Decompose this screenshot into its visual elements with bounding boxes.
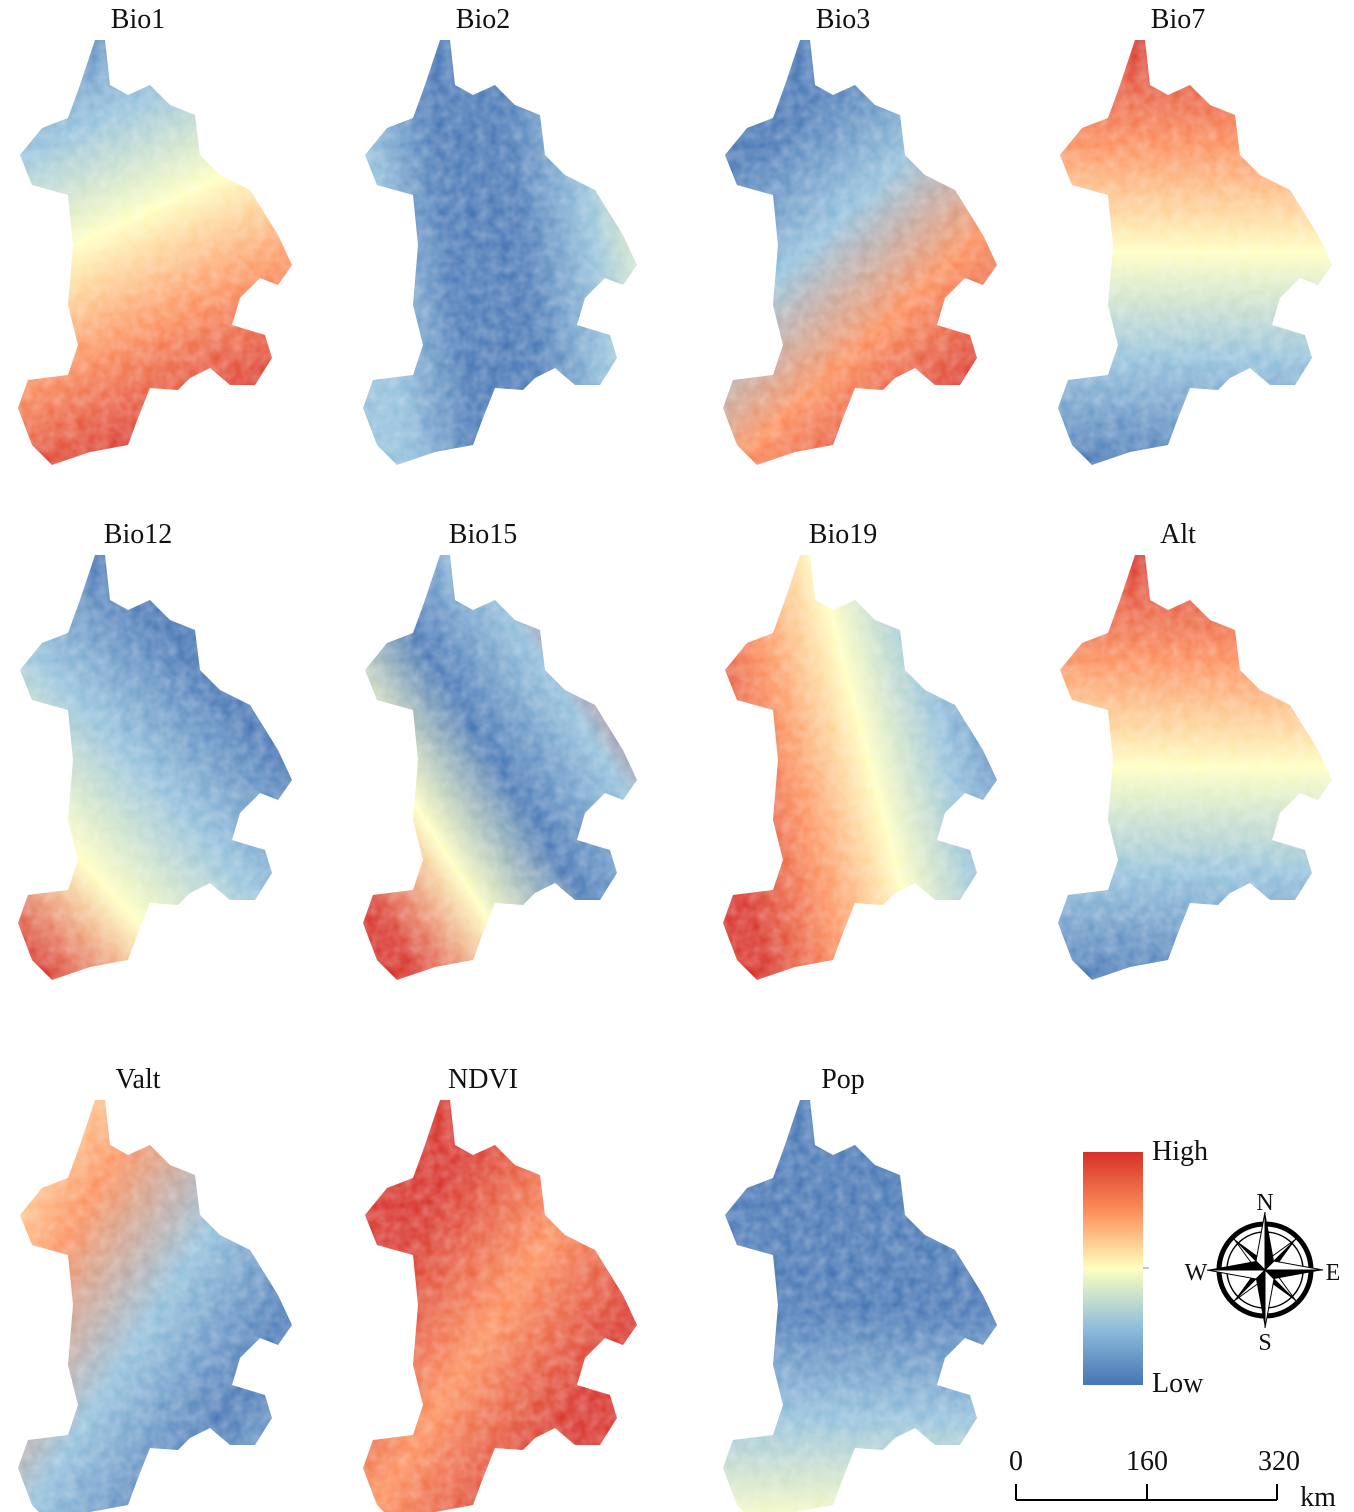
compass-s: S bbox=[1258, 1330, 1271, 1356]
panel-title: Pop bbox=[821, 1064, 865, 1095]
scale-label: 0 bbox=[1009, 1446, 1023, 1477]
legend-high: High bbox=[1152, 1136, 1208, 1167]
map-texture bbox=[715, 1100, 1005, 1512]
map-panel bbox=[10, 1100, 300, 1512]
map-texture bbox=[715, 555, 1005, 985]
map-texture bbox=[355, 1100, 645, 1512]
map-panel bbox=[355, 1100, 645, 1512]
panel-title: Valt bbox=[115, 1064, 160, 1095]
map-panel bbox=[1050, 555, 1340, 985]
scale-bar bbox=[1016, 1484, 1277, 1500]
compass-w: W bbox=[1185, 1260, 1208, 1286]
map-texture bbox=[10, 555, 300, 985]
panel-title: NDVI bbox=[448, 1064, 518, 1095]
panel-title: Bio15 bbox=[449, 519, 517, 550]
map-texture bbox=[355, 40, 645, 470]
panel-title: Bio7 bbox=[1151, 4, 1205, 35]
panel-title: Bio19 bbox=[809, 519, 877, 550]
panel-title: Bio12 bbox=[104, 519, 172, 550]
panel-title: Alt bbox=[1160, 519, 1196, 550]
map-panel bbox=[1050, 40, 1340, 470]
map-texture bbox=[715, 40, 1005, 470]
figure: Bio1 Bio2 Bio3 Bio7 Bio12 Bio15 Bio19 Alt Valt ND… bbox=[0, 0, 1354, 1512]
legend-low: Low bbox=[1152, 1368, 1204, 1399]
compass-n: N bbox=[1256, 1190, 1273, 1216]
map-texture bbox=[1050, 555, 1340, 985]
scale-label: 160 bbox=[1126, 1446, 1168, 1477]
map-panel bbox=[10, 40, 300, 470]
map-panel bbox=[355, 555, 645, 985]
map-panel bbox=[715, 555, 1005, 985]
map-panel bbox=[355, 40, 645, 470]
panel-title: Bio2 bbox=[456, 4, 510, 35]
compass bbox=[1203, 1208, 1327, 1332]
map-panel bbox=[10, 555, 300, 985]
panel-title: Bio3 bbox=[816, 4, 870, 35]
map-texture bbox=[10, 40, 300, 470]
map-panel bbox=[715, 1100, 1005, 1512]
map-texture bbox=[355, 555, 645, 985]
scale-label: 320 bbox=[1258, 1446, 1300, 1477]
compass-e: E bbox=[1326, 1260, 1341, 1286]
map-texture bbox=[1050, 40, 1340, 470]
scale-unit: km bbox=[1300, 1482, 1336, 1512]
map-texture bbox=[10, 1100, 300, 1512]
panel-title: Bio1 bbox=[111, 4, 165, 35]
legend-color-bar bbox=[1083, 1152, 1143, 1385]
map-panel bbox=[715, 40, 1005, 470]
